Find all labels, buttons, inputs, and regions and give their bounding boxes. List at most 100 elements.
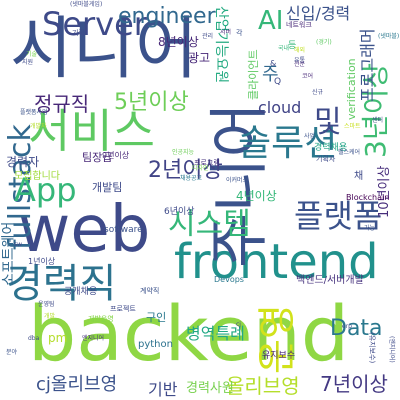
word-dba: dba <box>28 335 40 342</box>
word-gyeonggi: (경기) <box>316 39 332 46</box>
word-server: Server <box>42 5 147 43</box>
word-2years: 2년이상 <box>148 158 223 183</box>
word-expert: 전문 <box>294 61 306 68</box>
word-ai-ko: 인공지능 <box>172 149 195 156</box>
word-etc: 등 <box>288 41 297 51</box>
word-new-or-exp: 신입/경력 <box>286 4 351 23</box>
word-experienced: 경력직 <box>6 261 117 307</box>
word-job-posting: 채용공고 <box>180 175 203 182</box>
word-tech: 기술 <box>26 51 38 58</box>
word-engineer-ko: 엔지니어 <box>82 335 105 342</box>
word-healthcare: 헬스케어 <box>338 149 361 156</box>
word-experienced-person: 경력자 <box>6 155 40 169</box>
word-developer: 개발자 <box>30 123 47 130</box>
word-chae: 채 <box>354 171 364 182</box>
word-and: 및 <box>314 105 342 140</box>
word-9years: 9년이상 <box>102 151 130 160</box>
word-ampersand: & <box>270 59 277 68</box>
word-field: 분야 <box>6 349 18 356</box>
word-devops: Devops <box>214 275 244 284</box>
word-domestic: 국내 <box>278 45 290 52</box>
word-server-ko: 서버 <box>220 29 232 36</box>
word-based: 기반 <box>148 380 178 399</box>
word-cj: cj <box>236 321 241 328</box>
word-dev-ops-ko: 개발운영 <box>88 315 114 323</box>
word-smart: 스마트 <box>344 123 361 130</box>
word-ai: AI <box>258 6 284 36</box>
word-industry-agent: 산업기능요원 <box>213 6 229 84</box>
word-netmarble: (넷마블) <box>378 33 400 40</box>
word-open-recruit: 공개채용 <box>64 287 98 297</box>
word-system: 시스템 <box>168 207 251 242</box>
word-each: 각 <box>236 29 243 37</box>
word-pm: pm <box>48 331 68 345</box>
word-data: Data <box>330 316 383 341</box>
word-maintenance-paren: (유지보수) <box>368 332 376 364</box>
word-planning: 기획 <box>72 29 85 37</box>
word-distribution: 유통 <box>294 57 306 64</box>
word-planner: 기획자 <box>316 155 336 163</box>
word-ecommerce: 이커머스 <box>226 177 249 184</box>
word-project: 프로젝트 <box>110 305 136 313</box>
word-erp: erp <box>342 323 352 330</box>
word-verification: verification <box>345 58 358 120</box>
word-platform: 플랫폼 <box>294 197 383 235</box>
word-ad: 광고 <box>188 51 211 65</box>
word-center: 센터 <box>372 117 384 124</box>
word-oliveyoung: 올리브영 <box>226 374 300 398</box>
word-netmarble-games: (넷마블게임) <box>70 1 103 8</box>
word-blockchain: Blockchain <box>346 193 390 202</box>
word-employee: 경력사원 <box>186 381 234 396</box>
word-support: 지원 <box>22 59 34 66</box>
word-service: 서비스 <box>28 104 155 158</box>
word-engineer-paren: (엔지니어) <box>388 336 395 363</box>
word-fulltime: 정규직 <box>34 92 90 116</box>
word-8years: 8년이상 <box>158 35 199 49</box>
word-main: 주 <box>262 64 279 85</box>
word-10years: 10년이상 <box>377 165 392 218</box>
word-dev: 개발 <box>44 313 56 320</box>
word-exp-recruit: 경력채용 <box>314 143 348 153</box>
word-business: 사업 <box>304 133 316 140</box>
word-design: 디자인 <box>192 165 209 172</box>
word-new: 신규 <box>312 89 324 96</box>
word-software-ko: 소프트웨어 <box>1 221 17 286</box>
word-core: 코어 <box>302 73 314 80</box>
word-frontend: frontend <box>174 234 379 290</box>
word-cloud: cloud <box>258 98 302 117</box>
word-hiring: 모집합니다 <box>14 171 60 182</box>
word-4years: 4년이상 <box>236 189 277 203</box>
word-overseas: 해외 <box>294 47 306 54</box>
word-1year: 1년이상 <box>28 257 56 266</box>
word-q: Q <box>274 77 282 87</box>
word-manage: 관리 <box>202 33 214 40</box>
word-team-lead: 팀장급 <box>82 151 113 164</box>
word-program: 프로그램 <box>194 159 220 167</box>
word-dev-team: 개발팀 <box>92 181 123 194</box>
word-contract: 계약직 <box>140 287 160 295</box>
word-7years: 7년이상 <box>320 372 388 396</box>
word-cj-oliveyoung: cj올리브영 <box>36 374 118 395</box>
word-6years: 6년이상 <box>164 207 195 217</box>
word-platform-biz: 플랫폼사업 <box>20 109 48 116</box>
word-python: python <box>138 339 173 350</box>
word-backend-server-dev: 백엔드/서버개발 <box>296 275 364 286</box>
word-sw: sw <box>14 241 23 248</box>
word-recruit: 구인 <box>146 311 167 324</box>
word-senior: 시니어 <box>10 10 198 89</box>
word-network: 네트워크 <box>286 21 312 29</box>
word-operation: 운영 <box>255 304 299 374</box>
word-ops-team: 운영팀 <box>38 301 55 308</box>
word-solution: 솔루션 <box>238 123 338 164</box>
word-5years: 5년이상 <box>114 90 189 115</box>
word-possible: 가능 <box>364 225 376 232</box>
word-military: 병역특례 <box>186 324 245 343</box>
word-app: App <box>14 171 77 209</box>
word-backend: backend <box>28 289 350 378</box>
word-maintenance: 유지보수 <box>262 351 296 361</box>
word-engineer: engineer <box>118 4 216 29</box>
word-web: web <box>18 193 151 267</box>
word-client: 클라이언트 <box>247 49 260 100</box>
word-programmer: 프로그래머 <box>358 28 377 102</box>
